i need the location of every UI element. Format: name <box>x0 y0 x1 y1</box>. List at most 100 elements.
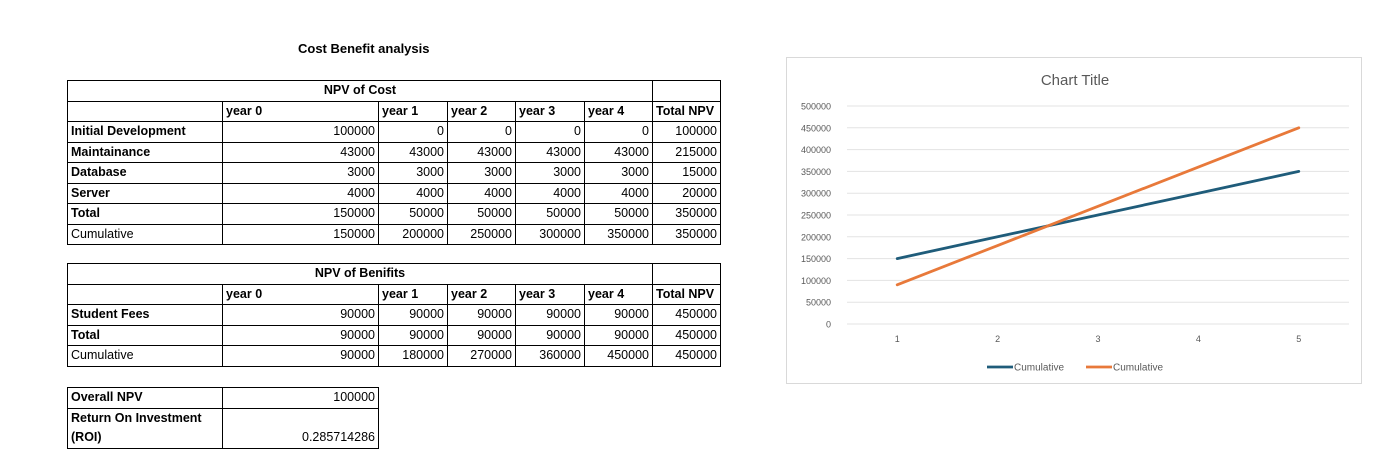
y-tick-label: 300000 <box>801 189 831 199</box>
roi-value-cell-top[interactable] <box>222 407 379 428</box>
series-line-0[interactable] <box>895 170 1301 261</box>
cost-cell[interactable]: 3000 <box>378 162 448 184</box>
cost-cell[interactable]: 350000 <box>652 203 721 225</box>
cost-header-1[interactable]: year 0 <box>222 100 379 122</box>
cost-cell[interactable]: 50000 <box>515 203 585 225</box>
cost-cell[interactable]: 3000 <box>515 162 585 184</box>
cost-cell[interactable]: 350000 <box>652 223 721 245</box>
cost-cell[interactable]: 0 <box>584 121 653 143</box>
overall-npv-value[interactable]: 100000 <box>222 387 379 409</box>
benefit-row-label[interactable]: Student Fees <box>67 304 223 326</box>
cost-cell[interactable]: 50000 <box>447 203 516 225</box>
y-tick-label: 50000 <box>806 298 831 308</box>
cost-cell[interactable]: 15000 <box>652 162 721 184</box>
benefit-row-label[interactable]: Cumulative <box>67 345 223 367</box>
x-tick-label: 2 <box>995 334 1000 344</box>
roi-label-2[interactable]: (ROI) <box>67 428 223 449</box>
cost-row-label[interactable]: Initial Development <box>67 121 223 143</box>
cost-header-0[interactable] <box>67 100 223 122</box>
benefit-cell[interactable]: 90000 <box>515 304 585 326</box>
benefit-header-5[interactable]: year 4 <box>584 283 653 305</box>
overall-npv-label[interactable]: Overall NPV <box>67 387 223 409</box>
cost-cell[interactable]: 3000 <box>447 162 516 184</box>
benefit-cell[interactable]: 90000 <box>447 304 516 326</box>
cost-header-4[interactable]: year 3 <box>515 100 585 122</box>
x-tick-label: 4 <box>1196 334 1201 344</box>
benefit-header-0[interactable] <box>67 283 223 305</box>
cost-row-label[interactable]: Maintainance <box>67 141 223 163</box>
cost-header-2[interactable]: year 1 <box>378 100 448 122</box>
benefit-cell[interactable]: 450000 <box>652 345 721 367</box>
table-row: Total 150000 50000 50000 50000 50000 350000 <box>67 203 721 225</box>
cost-cell[interactable]: 350000 <box>584 223 653 245</box>
cost-cell[interactable]: 100000 <box>222 121 379 143</box>
legend-label[interactable]: Cumulative <box>1113 363 1163 374</box>
cost-cell[interactable]: 4000 <box>447 182 516 204</box>
line-chart[interactable]: Chart Title 0 50000 100000 150000 200000 25000… <box>786 57 1362 384</box>
cost-header-6[interactable]: Total NPV <box>652 100 721 122</box>
legend-label[interactable]: Cumulative <box>1014 363 1064 374</box>
y-tick-label: 250000 <box>801 211 831 221</box>
cost-cell[interactable]: 4000 <box>378 182 448 204</box>
benefit-cell[interactable]: 90000 <box>447 324 516 346</box>
cost-cell[interactable]: 200000 <box>378 223 448 245</box>
benefit-caption-empty[interactable] <box>652 263 721 284</box>
benefit-cell[interactable]: 450000 <box>652 324 721 346</box>
series-line-1[interactable] <box>895 126 1301 287</box>
cost-cell[interactable]: 100000 <box>652 121 721 143</box>
y-tick-label: 0 <box>826 320 831 330</box>
roi-value[interactable]: 0.285714286 <box>222 428 379 449</box>
cost-cell[interactable]: 43000 <box>378 141 448 163</box>
cost-cell[interactable]: 0 <box>515 121 585 143</box>
cost-cell[interactable]: 3000 <box>584 162 653 184</box>
benefit-row-label[interactable]: Total <box>67 324 223 346</box>
benefit-cell[interactable]: 450000 <box>652 304 721 326</box>
cost-row-label[interactable]: Server <box>67 182 223 204</box>
cost-row-label[interactable]: Cumulative <box>67 223 223 245</box>
cost-cell[interactable]: 215000 <box>652 141 721 163</box>
cost-cell[interactable]: 43000 <box>447 141 516 163</box>
benefit-cell[interactable]: 90000 <box>584 304 653 326</box>
benefit-cell[interactable]: 90000 <box>222 324 379 346</box>
cost-cell[interactable]: 50000 <box>378 203 448 225</box>
cost-cell[interactable]: 150000 <box>222 203 379 225</box>
cost-row-label[interactable]: Total <box>67 203 223 225</box>
cost-cell[interactable]: 43000 <box>515 141 585 163</box>
benefit-header-1[interactable]: year 0 <box>222 283 379 305</box>
cost-cell[interactable]: 0 <box>447 121 516 143</box>
benefit-cell[interactable]: 90000 <box>515 324 585 346</box>
benefit-header-4[interactable]: year 3 <box>515 283 585 305</box>
cost-cell[interactable]: 4000 <box>584 182 653 204</box>
cost-header-5[interactable]: year 4 <box>584 100 653 122</box>
cost-cell[interactable]: 3000 <box>222 162 379 184</box>
cost-cell[interactable]: 0 <box>378 121 448 143</box>
benefit-header-3[interactable]: year 2 <box>447 283 516 305</box>
benefit-cell[interactable]: 360000 <box>515 345 585 367</box>
benefit-cell[interactable]: 270000 <box>447 345 516 367</box>
cost-caption-empty[interactable] <box>652 80 721 101</box>
cost-cell[interactable]: 20000 <box>652 182 721 204</box>
cost-cell[interactable]: 4000 <box>515 182 585 204</box>
cost-cell[interactable]: 250000 <box>447 223 516 245</box>
cost-cell[interactable]: 43000 <box>222 141 379 163</box>
cost-cell[interactable]: 150000 <box>222 223 379 245</box>
roi-label[interactable]: Return On Investment <box>67 407 223 428</box>
benefit-cell[interactable]: 90000 <box>584 324 653 346</box>
benefit-cell[interactable]: 90000 <box>222 345 379 367</box>
benefit-caption[interactable]: NPV of Benifits <box>67 263 653 284</box>
cost-cell[interactable]: 300000 <box>515 223 585 245</box>
benefit-cell[interactable]: 90000 <box>222 304 379 326</box>
chart-title[interactable]: Chart Title <box>1041 72 1109 89</box>
cost-cell[interactable]: 4000 <box>222 182 379 204</box>
benefit-header-6[interactable]: Total NPV <box>652 283 721 305</box>
benefit-cell[interactable]: 450000 <box>584 345 653 367</box>
benefit-cell[interactable]: 180000 <box>378 345 448 367</box>
benefit-cell[interactable]: 90000 <box>378 304 448 326</box>
cost-header-3[interactable]: year 2 <box>447 100 516 122</box>
cost-row-label[interactable]: Database <box>67 162 223 184</box>
benefit-header-2[interactable]: year 1 <box>378 283 448 305</box>
cost-cell[interactable]: 50000 <box>584 203 653 225</box>
benefit-cell[interactable]: 90000 <box>378 324 448 346</box>
cost-caption[interactable]: NPV of Cost <box>67 80 653 101</box>
cost-cell[interactable]: 43000 <box>584 141 653 163</box>
